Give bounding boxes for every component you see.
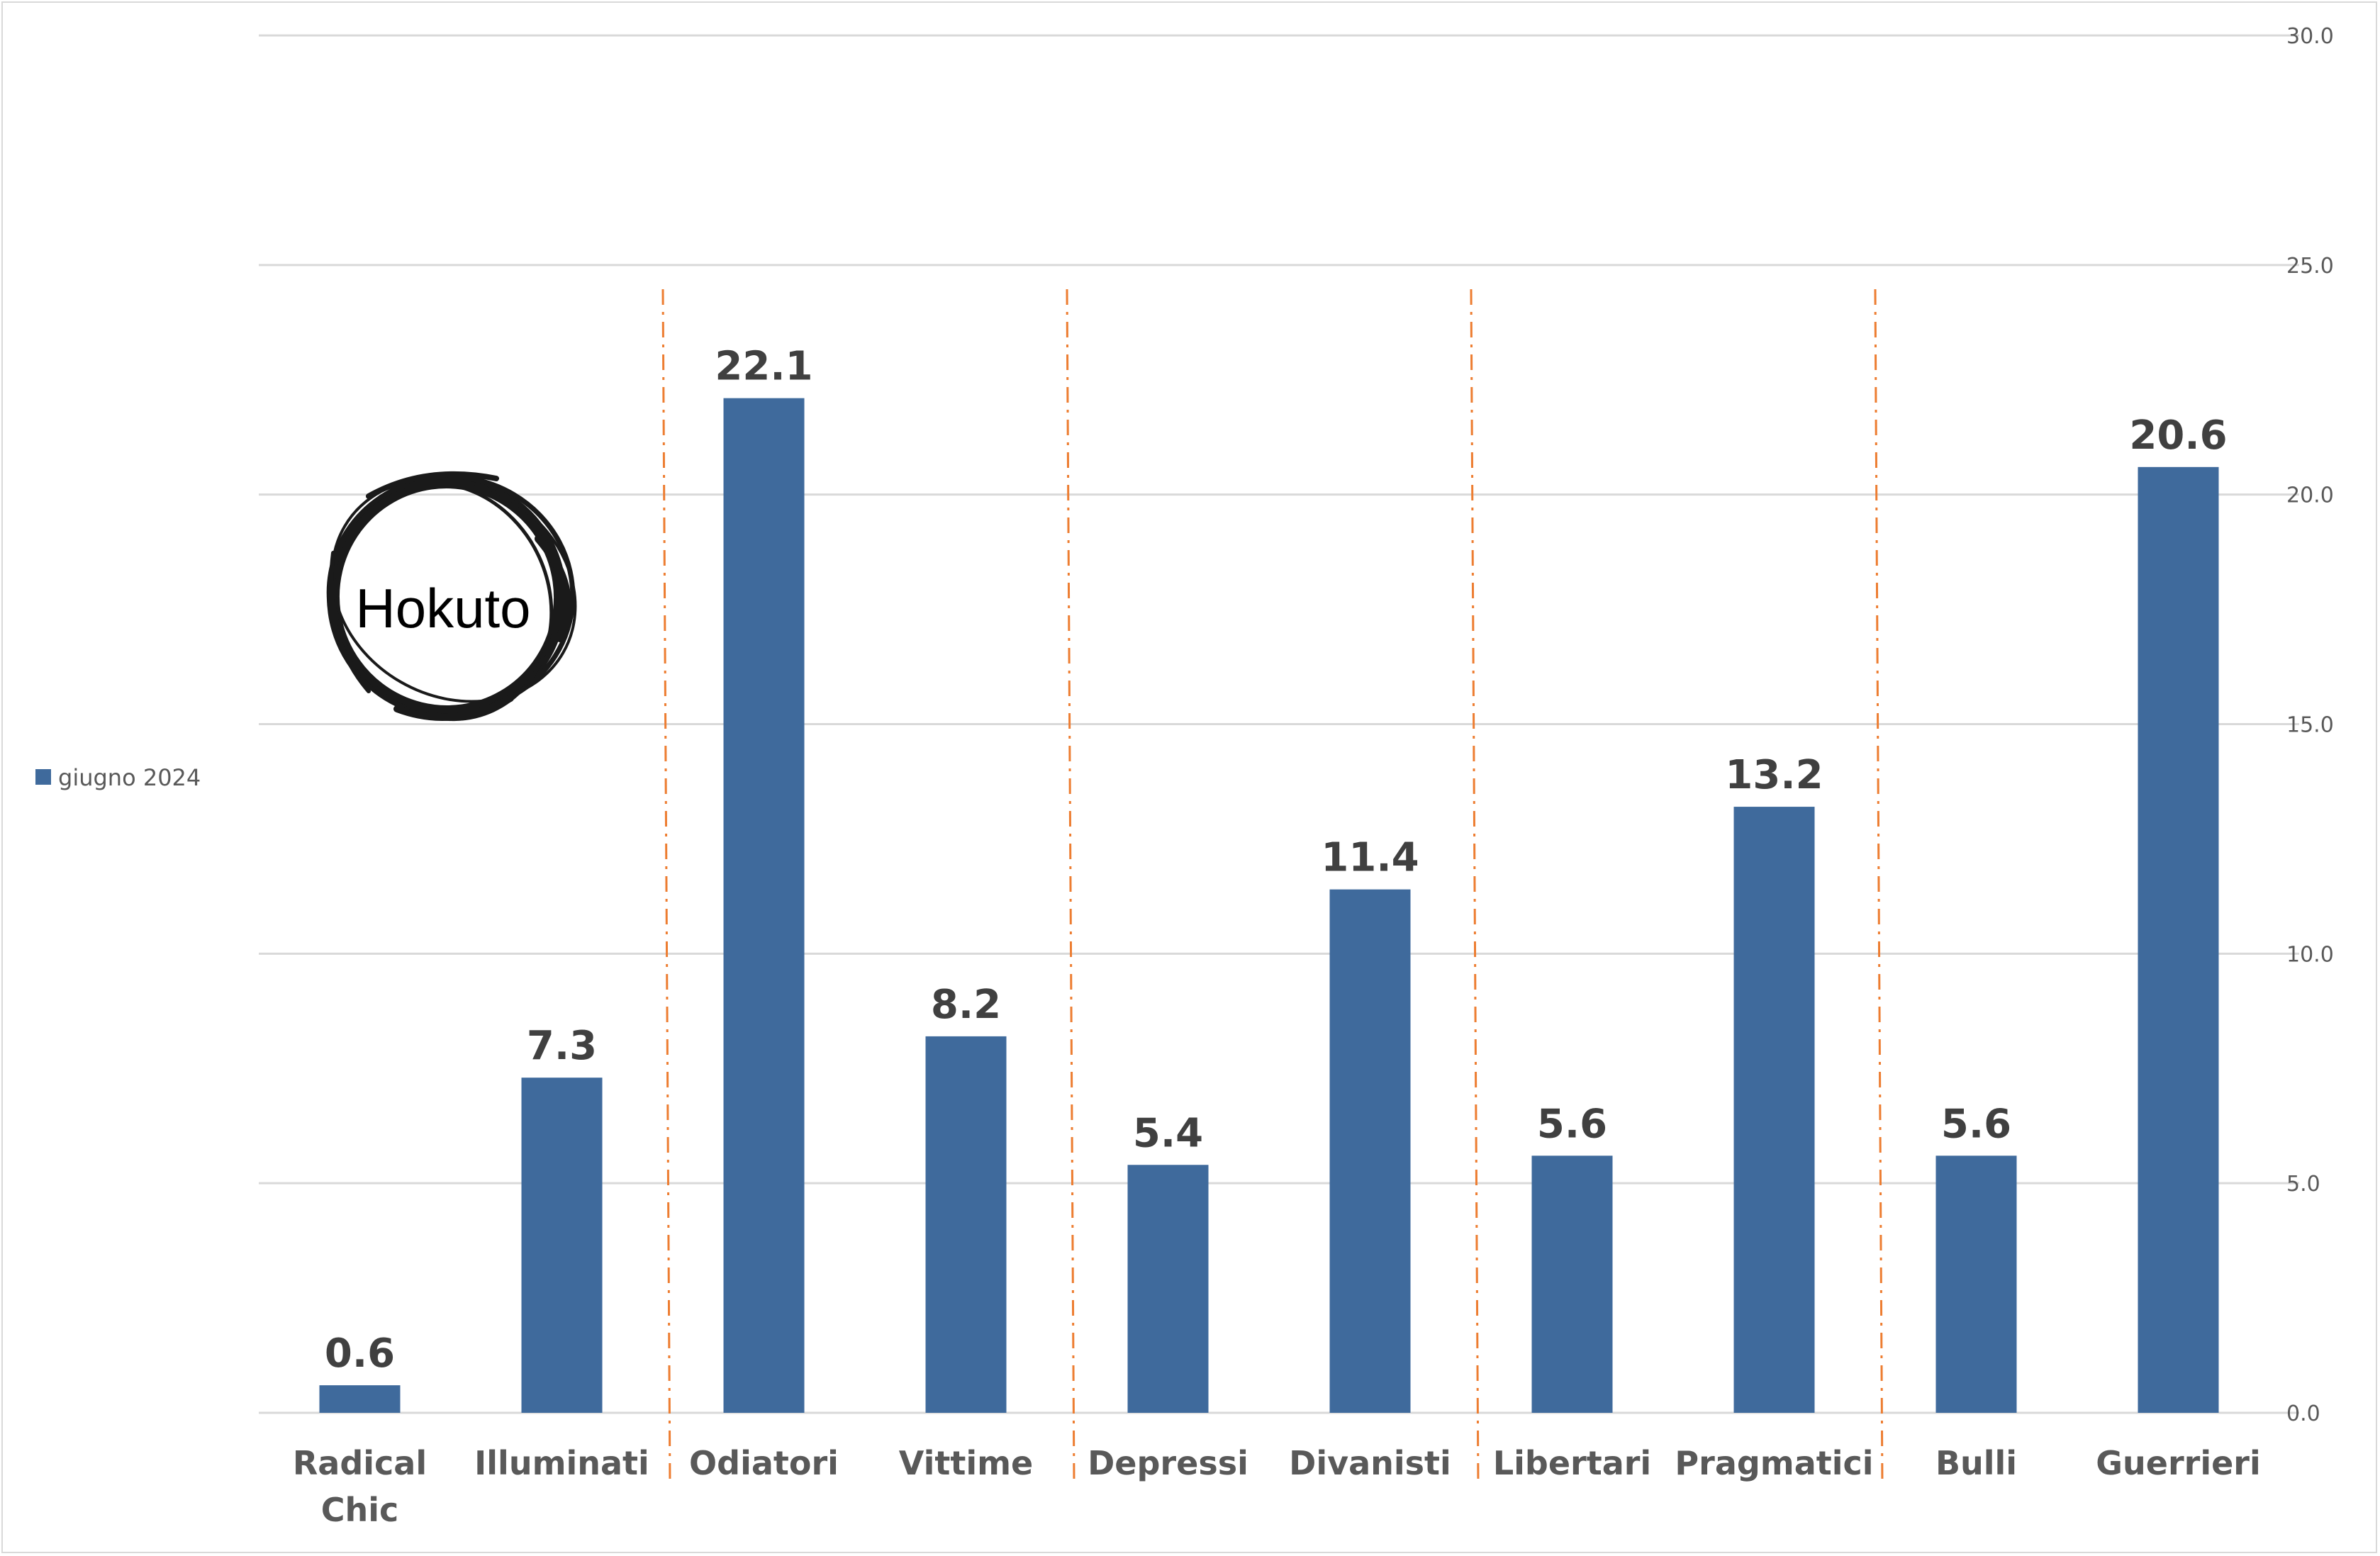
bar [1733,807,1815,1413]
data-label: 20.6 [2129,413,2227,459]
y-axis-ticks: 0.0 5.0 10.0 15.0 20.0 25.0 30.0 [2286,24,2334,1426]
category-label: Libertari [1493,1444,1651,1482]
y-tick-label: 15.0 [2286,713,2334,738]
x-axis-categories: Radical Chic Illuminati Odiatori Vittime Depr… [293,1444,2261,1529]
category-label: Odiatori [689,1444,839,1482]
data-label: 22.1 [715,344,812,390]
bar [1329,889,1411,1413]
y-tick-label: 5.0 [2286,1172,2320,1197]
data-label: 7.3 [527,1023,597,1069]
category-label: Bulli [1935,1444,2017,1482]
group-separators [661,289,1884,1486]
category-label: Chic [321,1491,399,1529]
group-separator [1874,289,1884,1486]
legend-label: giugno 2024 [58,764,201,791]
data-label: 5.4 [1133,1110,1203,1156]
bars [319,398,2219,1413]
bar [319,1385,401,1413]
y-tick-label: 10.0 [2286,942,2334,967]
bar [521,1078,603,1413]
group-separator [1470,289,1480,1486]
bar [1935,1155,2017,1413]
y-tick-label: 25.0 [2286,254,2334,279]
logo-text: Hokuto [355,577,530,639]
group-separator [1066,289,1076,1486]
category-label: Illuminati [474,1444,649,1482]
data-label: 0.6 [325,1331,395,1377]
category-label: Divanisti [1289,1444,1451,1482]
data-label: 5.6 [1537,1101,1607,1147]
category-label: Radical [293,1444,427,1482]
bar [1531,1155,1613,1413]
hokuto-logo: Hokuto [326,471,577,722]
data-label: 13.2 [1725,752,1823,798]
y-tick-label: 20.0 [2286,483,2334,508]
category-label: Vittime [899,1444,1033,1482]
legend: giugno 2024 [35,764,201,791]
category-label: Depressi [1088,1444,1248,1482]
category-label: Guerrieri [2096,1444,2261,1482]
enso-brush-circle [326,471,577,722]
legend-swatch [35,769,51,785]
y-tick-label: 0.0 [2286,1401,2320,1426]
category-label: Pragmatici [1675,1444,1873,1482]
data-label: 11.4 [1321,835,1419,881]
data-label: 5.6 [1941,1101,2011,1147]
bar [2138,466,2219,1413]
y-tick-label: 30.0 [2286,24,2334,49]
bar [723,398,805,1413]
data-label: 8.2 [931,982,1001,1028]
group-separator [661,289,671,1486]
data-labels: 0.6 7.3 22.1 8.2 5.4 11.4 5.6 13.2 5.6 20.6 [325,344,2228,1377]
bar [925,1036,1007,1413]
bar [1127,1165,1209,1413]
